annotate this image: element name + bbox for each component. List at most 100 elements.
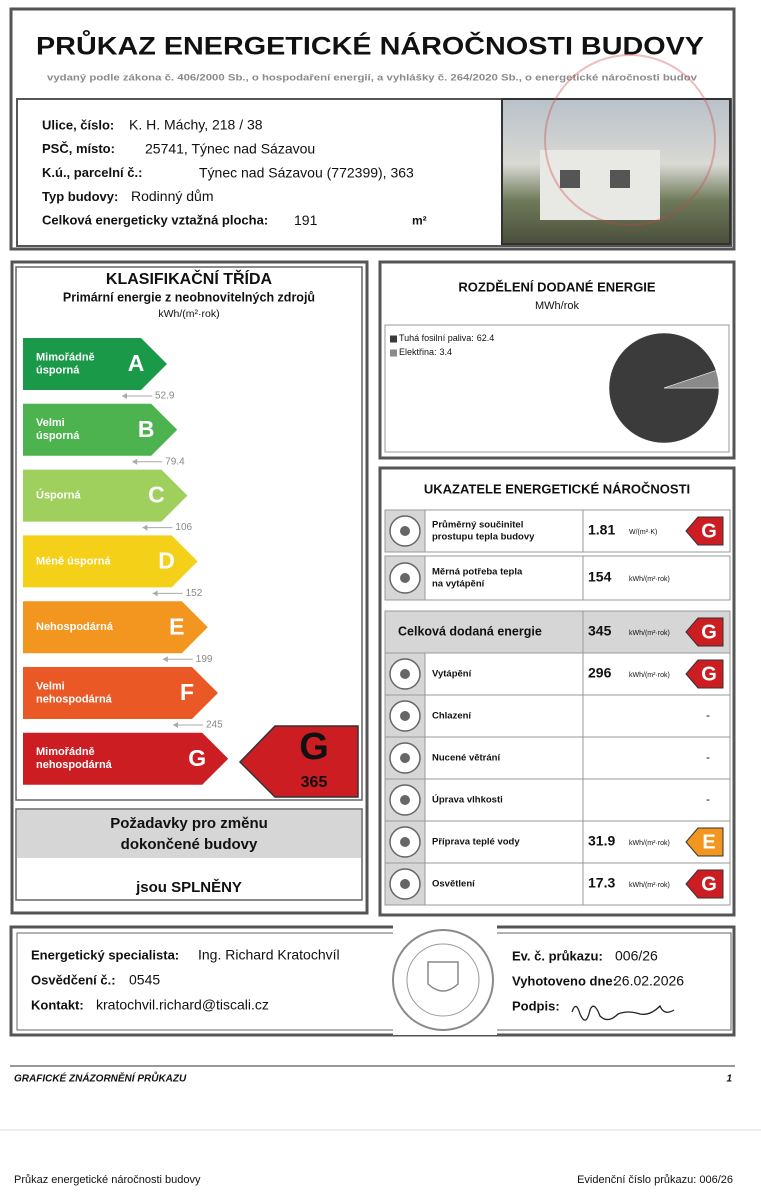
window <box>610 170 630 188</box>
indicator-label: prostupu tepla budovy <box>432 532 535 543</box>
spec-label: Podpis: <box>512 998 560 1013</box>
rating-letter: G <box>299 726 329 768</box>
class-arrow <box>23 601 208 654</box>
rating-arrow <box>238 725 359 798</box>
requirements-header <box>17 810 361 858</box>
indicator-value: - <box>706 792 710 806</box>
legend-value: 3.4 <box>440 347 453 357</box>
class-letter: E <box>169 613 184 639</box>
limit-head <box>173 722 178 728</box>
class-subtitle: Primární energie z neobnovitelných zdroj… <box>63 290 315 304</box>
indicator-label: Chlazení <box>432 711 471 722</box>
class-badge <box>685 659 724 689</box>
indicator-value: - <box>706 750 710 764</box>
specialist-frame <box>9 925 736 1037</box>
class-limit: 152 <box>186 588 203 599</box>
legend-name: Elektřina: <box>399 347 437 357</box>
class-arrow <box>23 667 218 719</box>
class-letter: C <box>148 482 165 508</box>
legend-entry: Elektřina: 3.4 <box>399 347 452 357</box>
field-unit: m² <box>412 213 427 227</box>
footer-document: Průkaz energetické náročnosti budovy <box>14 1174 201 1186</box>
indicator-label: Nucené větrání <box>432 753 500 764</box>
footer-page: 1 <box>726 1074 732 1085</box>
indicator-value: 154 <box>588 569 612 585</box>
indicator-value: 1.81 <box>588 522 615 538</box>
class-label: Mimořádně <box>36 746 95 758</box>
class-badge-letter: G <box>701 621 717 643</box>
limit-head <box>132 458 138 465</box>
stamp-bg <box>393 925 497 1035</box>
class-arrow <box>23 535 198 588</box>
field-value: K. H. Máchy, 218 / 38 <box>129 117 263 133</box>
indicator-unit: kWh/(m²·rok) <box>629 630 670 637</box>
indicator-label: Měrná potřeba tepla <box>432 567 523 578</box>
class-badge-letter: G <box>701 520 717 542</box>
indicator-row <box>384 555 731 601</box>
class-label: Úsporná <box>36 489 82 502</box>
title: PRŮKAZ ENERGETICKÉ NÁROČNOSTI BUDOVY <box>36 29 704 61</box>
field-label: Celková energeticky vztažná plocha: <box>42 213 268 228</box>
class-label: úsporná <box>36 364 80 376</box>
class-label: Velmi <box>36 417 65 429</box>
class-letter: D <box>158 547 175 573</box>
class-letter: B <box>138 416 155 442</box>
indicator-label: Celková dodaná energie <box>398 624 542 638</box>
field-label: K.ú., parcelní č.: <box>42 165 142 180</box>
spec-label: Ev. č. průkazu: <box>512 948 603 963</box>
signature <box>571 1004 675 1021</box>
spec-label: Kontakt: <box>31 997 84 1012</box>
limit-head <box>162 656 168 663</box>
indicator-row <box>384 778 731 822</box>
watermark-ring <box>544 54 716 226</box>
class-letter: G <box>188 745 206 771</box>
indicator-label: Průměrný součinitel <box>432 520 523 531</box>
class-title: KLASIFIKAČNÍ TŘÍDA <box>106 269 273 288</box>
indicators-frame <box>378 466 736 917</box>
class-label: nehospodárná <box>36 693 113 705</box>
field-label: PSČ, místo: <box>42 141 115 156</box>
spec-label: Osvědčení č.: <box>31 972 116 987</box>
indicator-icon-dot <box>400 879 410 889</box>
class-badge-letter: G <box>701 663 717 685</box>
indicator-value: 296 <box>588 665 612 681</box>
indicator-value: 31.9 <box>588 833 615 849</box>
indicator-icon-dot <box>400 795 410 805</box>
class-unit: kWh/(m²·rok) <box>158 308 219 320</box>
limit-head <box>122 393 127 399</box>
indicator-unit: kWh/(m²·rok) <box>629 672 670 679</box>
class-letter: F <box>180 679 194 705</box>
split-frame <box>378 260 736 460</box>
class-badge <box>685 617 724 647</box>
indicator-label: Příprava teplé vody <box>432 837 520 848</box>
indicator-unit: kWh/(m²·rok) <box>629 576 670 583</box>
spec-value: 26.02.2026 <box>614 973 684 989</box>
subtitle: vydaný podle zákona č. 406/2000 Sb., o h… <box>47 73 698 84</box>
indicator-icon-dot <box>400 669 410 679</box>
indicator-label: Osvětlení <box>432 879 475 890</box>
indicator-label: na vytápění <box>432 579 485 590</box>
indicator-unit: kWh/(m²·rok) <box>629 882 670 889</box>
spec-value: 006/26 <box>615 948 658 964</box>
split-unit: MWh/rok <box>535 300 580 312</box>
requirements-result: jsou SPLNĚNY <box>135 878 242 896</box>
field-value: 25741, Týnec nad Sázavou <box>145 141 315 157</box>
spec-label: Energetický specialista: <box>31 947 179 962</box>
indicator-value: 17.3 <box>588 875 615 891</box>
stamp-shield <box>427 961 459 992</box>
limit-head <box>142 524 148 531</box>
indicator-icon-dot <box>400 711 410 721</box>
field-value: Týnec nad Sázavou (772399), 363 <box>199 164 414 180</box>
class-badge-letter: E <box>702 831 715 853</box>
class-badge-letter: G <box>701 873 717 895</box>
spec-label: Vyhotoveno dne: <box>512 973 617 988</box>
requirements-title: Požadavky pro změnu <box>110 815 268 832</box>
legend-name: Tuhá fosilní paliva: <box>399 333 474 343</box>
footer-number: Evidenční číslo průkazu: 006/26 <box>577 1174 733 1186</box>
class-arrow <box>23 403 178 456</box>
field-value: Rodinný dům <box>131 188 214 204</box>
indicator-row <box>384 820 731 864</box>
class-label: Nehospodárná <box>36 621 114 633</box>
pie-slice <box>663 370 720 389</box>
